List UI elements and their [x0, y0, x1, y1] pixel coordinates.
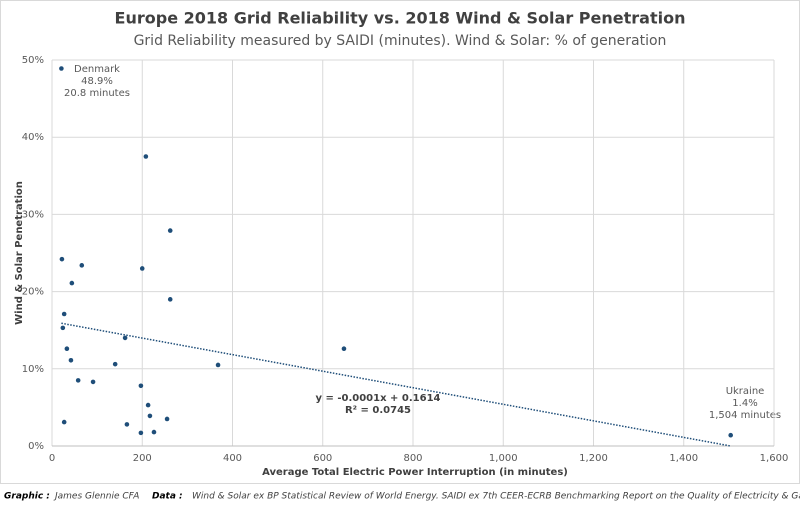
x-tick-label: 400	[223, 453, 242, 464]
y-tick-label: 30%	[22, 209, 44, 220]
footer-label: Data :	[152, 492, 183, 502]
data-point	[79, 263, 85, 268]
trendline-equation: y = -0.0001x + 0.1614	[316, 393, 441, 404]
data-point	[167, 297, 173, 302]
footer-text: James Glennie CFA	[53, 492, 139, 502]
annotation: Ukraine	[726, 386, 765, 397]
data-point	[90, 379, 96, 385]
x-tick-label: 1,200	[579, 453, 608, 464]
data-point	[728, 432, 733, 438]
x-tick-label: 600	[313, 453, 332, 464]
data-point	[341, 346, 347, 352]
y-axis-label: Wind & Solar Penetration	[14, 181, 25, 325]
data-point	[61, 311, 67, 317]
y-tick-label: 20%	[22, 287, 44, 298]
x-tick-label: 1,400	[669, 453, 698, 464]
y-tick-label: 50%	[22, 55, 44, 66]
data-point	[145, 402, 151, 408]
data-point	[60, 325, 66, 331]
chart-title: Europe 2018 Grid Reliability vs. 2018 Wi…	[115, 9, 686, 28]
trendline-r2: R² = 0.0745	[345, 405, 411, 416]
data-point	[64, 346, 70, 352]
data-point	[167, 228, 173, 233]
x-tick-label: 800	[403, 453, 422, 464]
y-tick-label: 10%	[22, 364, 44, 375]
data-point	[75, 378, 81, 383]
y-tick-label: 0%	[28, 441, 44, 452]
x-tick-label: 1,000	[489, 453, 518, 464]
data-point	[69, 280, 75, 286]
data-point	[215, 362, 221, 368]
data-point	[122, 335, 128, 341]
data-point	[112, 361, 118, 367]
data-point	[139, 266, 145, 271]
footer-text: Wind & Solar ex BP Statistical Review of…	[192, 492, 800, 502]
data-point	[138, 383, 144, 389]
annotation: Denmark	[74, 64, 120, 75]
chart-subtitle: Grid Reliability measured by SAIDI (minu…	[134, 33, 667, 49]
x-tick-label: 1,600	[760, 453, 789, 464]
data-point	[164, 416, 170, 422]
x-axis-label: Average Total Electric Power Interruptio…	[262, 467, 568, 478]
chart-frame	[0, 0, 800, 484]
data-point	[151, 429, 157, 435]
data-point	[59, 256, 65, 262]
data-point	[61, 419, 67, 425]
data-point	[124, 422, 130, 427]
trendline	[61, 322, 731, 447]
annotation: 20.8 minutes	[64, 88, 130, 99]
annotation: 1,504 minutes	[709, 410, 781, 421]
data-point	[68, 358, 74, 363]
x-tick-label: 0	[49, 453, 55, 464]
data-point	[143, 154, 149, 159]
data-point	[138, 430, 144, 436]
data-point	[147, 413, 153, 419]
annotation: 1.4%	[732, 398, 757, 409]
footer-label: Graphic :	[4, 492, 50, 502]
data-point	[59, 66, 64, 71]
annotation: 48.9%	[81, 76, 113, 87]
x-tick-label: 200	[133, 453, 152, 464]
y-tick-label: 40%	[22, 132, 44, 143]
